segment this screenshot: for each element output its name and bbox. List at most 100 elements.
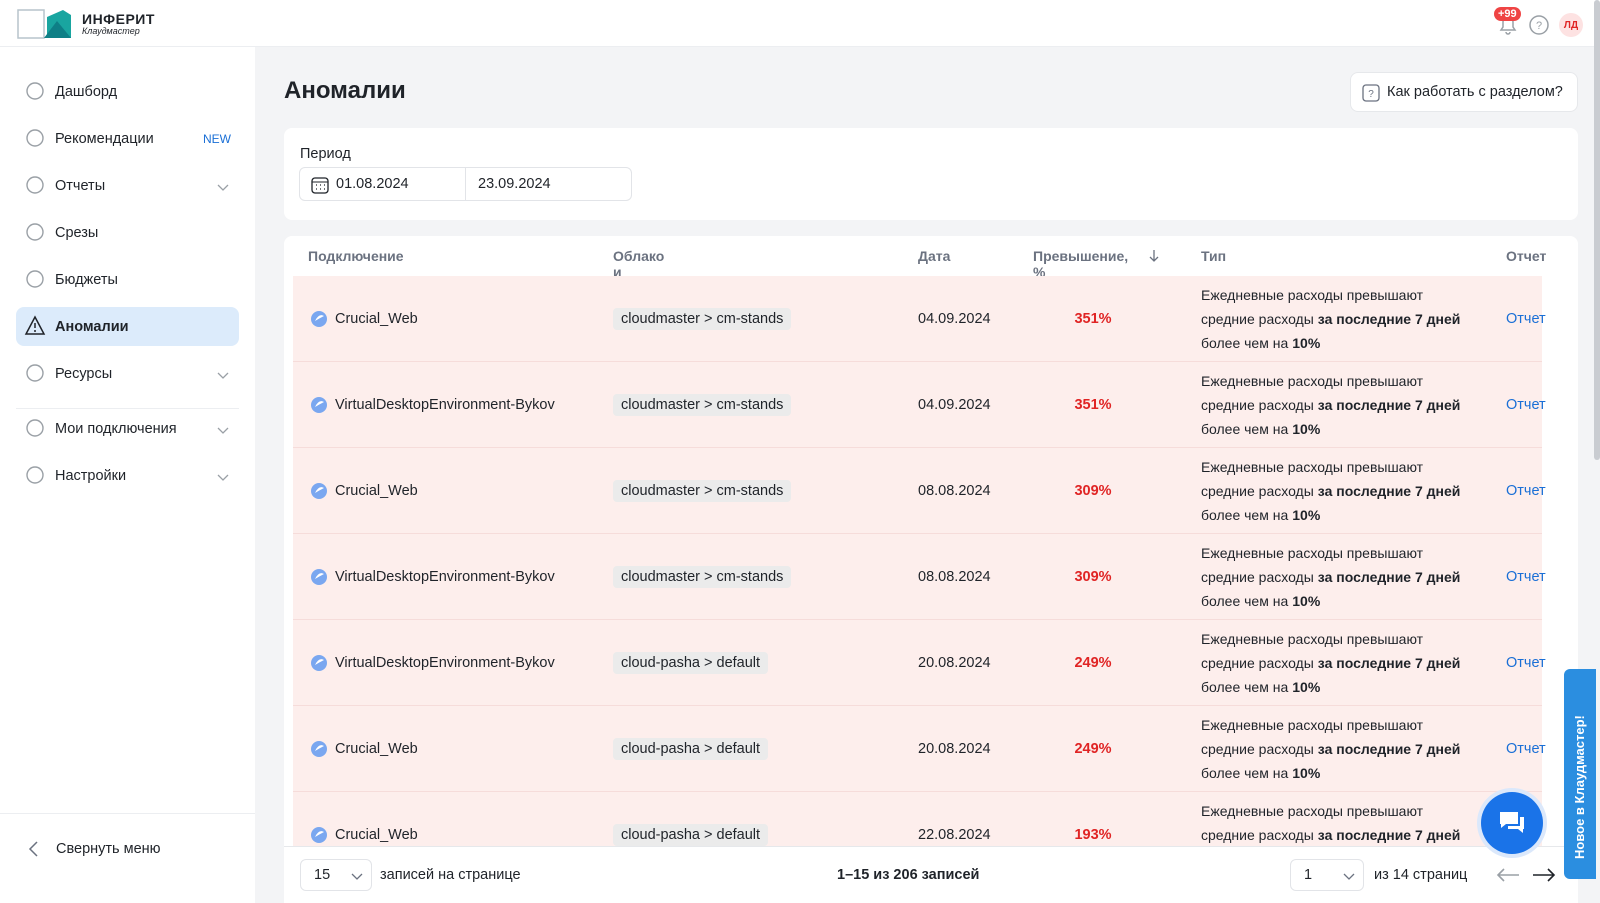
nav-chevron-svg <box>217 372 229 380</box>
excess-value: 193% <box>1074 827 1111 843</box>
report-link[interactable]: Отчет <box>1506 569 1546 585</box>
connection-name: Crucial_Web <box>335 827 418 843</box>
next-page[interactable] <box>1531 866 1557 884</box>
nav-label: Настройки <box>55 468 126 484</box>
per-page-select[interactable]: 15 <box>300 859 372 891</box>
calendar-icon <box>310 175 330 195</box>
type-bold: 10% <box>1292 335 1320 351</box>
nav-chevron <box>217 423 229 439</box>
side-tab[interactable]: Новое в Клаудмастер! <box>1564 669 1596 879</box>
avatar[interactable]: ЛД <box>1559 13 1583 37</box>
records-summary: 1–15 из 206 записей <box>837 867 979 883</box>
nav-label: Отчеты <box>55 178 105 194</box>
type-line: средние расходыза последние 7 дней <box>1201 565 1460 589</box>
report-link[interactable]: Отчет <box>1506 655 1546 671</box>
excess-cell: 249% <box>1033 620 1153 706</box>
catalog-cell: cloudmaster > cm-stands <box>613 276 791 362</box>
type-line: более чем на10% <box>1201 761 1320 785</box>
type-bold: 10% <box>1292 765 1320 781</box>
cloud-provider-icon <box>310 482 328 500</box>
report-link[interactable]: Отчет <box>1506 311 1546 327</box>
date-from[interactable]: 01.08.2024 <box>299 167 466 201</box>
nav-item[interactable]: РекомендацииNEW <box>16 119 239 158</box>
nav-item[interactable]: Отчеты <box>16 166 239 205</box>
type-cell: Ежедневные расходы превышаютсредние расх… <box>1201 448 1460 534</box>
nav-item[interactable]: Бюджеты <box>16 260 239 299</box>
page-select[interactable]: 1 <box>1290 859 1364 891</box>
cloud-provider-icon <box>310 396 328 414</box>
connection-cell: Crucial_Web <box>310 792 418 846</box>
type-text: средние расходы <box>1201 483 1314 499</box>
type-bold: за последние 7 дней <box>1318 655 1461 671</box>
excess-cell: 309% <box>1033 534 1153 620</box>
help-button[interactable]: ? Как работать с разделом? <box>1350 72 1578 112</box>
date-cell: 20.08.2024 <box>918 620 991 706</box>
type-bold: 10% <box>1292 593 1320 609</box>
connection-name: Crucial_Web <box>335 741 418 757</box>
connection-cell: Crucial_Web <box>310 276 418 362</box>
type-text: средние расходы <box>1201 569 1314 585</box>
type-line: Ежедневные расходы превышают <box>1201 713 1423 737</box>
chat-button[interactable] <box>1481 792 1543 854</box>
catalog-cell: cloud-pasha > default <box>613 620 768 706</box>
type-text: более чем на <box>1201 679 1288 695</box>
catalog-cell: cloudmaster > cm-stands <box>613 534 791 620</box>
excess-value: 309% <box>1074 569 1111 585</box>
nav-item[interactable]: Дашборд <box>16 72 239 111</box>
catalog-chip: cloudmaster > cm-stands <box>613 394 791 416</box>
help-icon[interactable]: ? <box>1528 14 1550 36</box>
table-row: Crucial_Web cloud-pasha > default 20.08.20… <box>293 706 1542 792</box>
sort-icon <box>1148 249 1160 267</box>
catalog-chip: cloud-pasha > default <box>613 738 768 760</box>
nav-label: Ресурсы <box>55 366 112 382</box>
date-from-value: 01.08.2024 <box>336 176 409 192</box>
prev-page[interactable] <box>1495 866 1521 884</box>
select-chevron <box>1343 873 1355 881</box>
report-link[interactable]: Отчет <box>1506 397 1546 413</box>
report-link[interactable]: Отчет <box>1506 741 1546 757</box>
excess-cell: 249% <box>1033 706 1153 792</box>
nav-item[interactable]: Аномалии <box>16 307 239 346</box>
collapse-icon <box>27 840 41 858</box>
report-link[interactable]: Отчет <box>1506 483 1546 499</box>
select-chevron <box>351 873 363 881</box>
type-text: средние расходы <box>1201 827 1314 843</box>
column-header: Отчет <box>1506 248 1546 264</box>
cloud-provider-icon-svg <box>310 568 328 586</box>
cloud-provider-icon-svg <box>310 654 328 672</box>
catalog-chip: cloudmaster > cm-stands <box>613 308 791 330</box>
date-cell: 20.08.2024 <box>918 706 991 792</box>
nav-item[interactable]: Настройки <box>16 456 239 495</box>
catalog-chip: cloud-pasha > default <box>613 824 768 846</box>
nav-label: Аномалии <box>55 319 129 335</box>
cloud-provider-icon-svg <box>310 482 328 500</box>
type-cell: Ежедневные расходы превышают средние расх… <box>1201 792 1460 846</box>
chat-icon <box>1498 810 1526 836</box>
date-cell: 22.08.2024 <box>918 792 991 846</box>
date: 08.08.2024 <box>918 569 991 585</box>
report-cell: Отчет <box>1506 534 1546 620</box>
table-row: VirtualDesktopEnvironment-Bykovcloudmast… <box>293 362 1542 448</box>
catalog-chip: cloudmaster > cm-stands <box>613 566 791 588</box>
nav-icon-svg <box>24 127 46 149</box>
nav-icon-svg <box>24 268 46 290</box>
type-bold: за последние 7 дней <box>1318 827 1461 843</box>
date-to[interactable]: 23.09.2024 <box>465 167 632 201</box>
collapse-menu[interactable]: Свернуть меню <box>56 841 161 857</box>
nav-chevron <box>217 180 229 196</box>
type-line: средние расходыза последние 7 дней <box>1201 307 1460 331</box>
excess-value: 309% <box>1074 483 1111 499</box>
type-bold: за последние 7 дней <box>1318 569 1461 585</box>
table-row: Crucial_Web cloud-pasha > default 22.08.20… <box>293 792 1542 846</box>
nav-chevron <box>217 368 229 384</box>
nav-item[interactable]: Мои подключения <box>16 409 239 448</box>
nav-item[interactable]: Срезы <box>16 213 239 252</box>
page-value: 1 <box>1304 867 1312 883</box>
table-row: Crucial_Webcloudmaster > cm-stands04.09.… <box>293 276 1542 362</box>
type-line: Ежедневные расходы превышают <box>1201 799 1423 823</box>
type-line: Ежедневные расходы превышают <box>1201 627 1423 651</box>
per-page-value: 15 <box>314 867 330 883</box>
nav-item[interactable]: Ресурсы <box>16 354 239 393</box>
cloud-provider-icon <box>310 310 328 328</box>
type-line: средние расходыза последние 7 дней <box>1201 393 1460 417</box>
